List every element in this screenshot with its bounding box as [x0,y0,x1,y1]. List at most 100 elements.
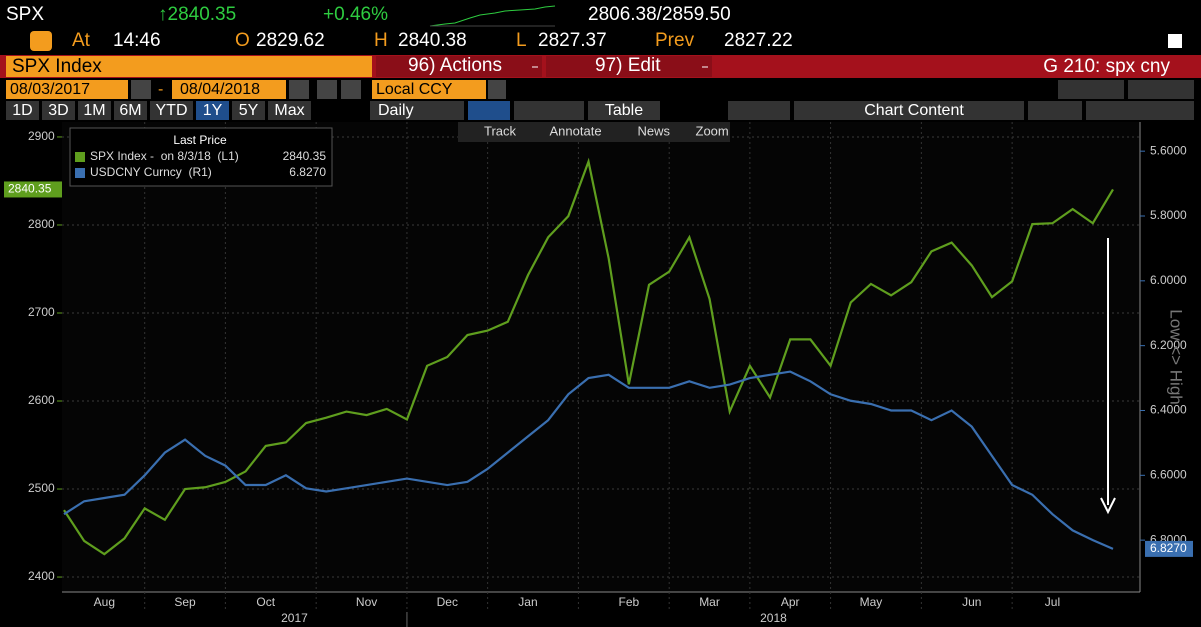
bar-type-button[interactable] [514,101,584,120]
currency-field[interactable] [372,80,486,99]
x-tick-label: Sep [174,595,196,609]
legend-swatch [75,168,85,178]
table: Table [605,102,643,119]
period-button[interactable] [6,101,39,120]
edit: 97) Edit [595,55,661,76]
period-button[interactable] [78,101,111,120]
export-icon[interactable] [1168,34,1182,48]
period-button[interactable] [232,101,265,120]
currency-dropdown[interactable] [488,80,506,99]
start-date: 08/03/2017 [10,81,90,98]
time-label: At [72,30,91,51]
y2-tick-label: 6.6000 [1150,467,1187,481]
y2-axis-label: Low <> High [1167,309,1186,404]
edit-chart-button[interactable] [1028,101,1082,120]
period-button[interactable] [268,101,311,120]
period-button[interactable] [114,101,147,120]
clock-icon [30,31,52,51]
collapse-button[interactable] [728,101,790,120]
end-date-field[interactable] [172,80,286,99]
period-button[interactable] [196,101,229,120]
x-tick-label: Mar [699,595,720,609]
settings-button[interactable] [1086,101,1194,120]
x-group-label: 2017 [281,611,308,625]
legend-value: 6.8270 [289,165,326,179]
chart-tool[interactable]: Annotate [550,123,602,138]
change: +0.46% [323,4,388,25]
prev-button[interactable] [317,80,337,99]
security-field[interactable] [6,56,372,77]
x-tick-label: May [860,595,883,609]
y2-tick-label: 5.8000 [1150,208,1187,222]
line-type-button[interactable] [468,101,510,120]
next-button[interactable] [341,80,361,99]
series-line [63,157,1114,556]
y-tick-label: 2600 [28,393,55,407]
y-tick-label: 2400 [28,569,55,583]
x-tick-label: Feb [619,595,640,609]
x-axis-band [62,592,1140,627]
ticker: SPX [6,4,44,25]
last-price: ↑2840.35 [158,4,236,25]
legend-value: 2840.35 [283,149,327,163]
security: SPX Index [12,56,102,77]
y2-tick-label: 6.4000 [1150,403,1187,417]
chart-tool[interactable]: News [638,123,671,138]
prev: 2827.22 [724,30,793,51]
period-button[interactable] [42,101,75,120]
period-label: 5Y [239,102,259,119]
last-value-box [4,181,62,198]
legend-box [69,127,333,187]
legend-label: USDCNY Curncy (R1) [90,165,212,179]
y-tick-label: 2500 [28,481,55,495]
redo-button[interactable] [1128,80,1194,99]
period-label: 1Y [203,102,223,119]
day-range: 2806.38/2859.50 [588,4,731,25]
x-tick-label: Jan [518,595,537,609]
high-label: H [374,30,388,51]
period-label: 6M [119,102,141,119]
chart-tool[interactable]: Zoom [696,123,729,138]
undo-button[interactable] [1058,80,1124,99]
chart-content-button[interactable] [794,101,1024,120]
x-tick-label: Nov [356,595,377,609]
y-tick-label: 2900 [28,129,55,143]
period-label: YTD [156,102,188,119]
y2-tick-label: 5.6000 [1150,143,1187,157]
actions-menu[interactable] [376,56,542,77]
low: 2827.37 [538,30,607,51]
low-label: L [516,30,527,51]
y2-tick-label: 6.0000 [1150,273,1187,287]
series-line [63,370,1114,550]
calendar-button[interactable] [131,80,151,99]
y-tick-label: 2700 [28,305,55,319]
frequency: Daily [378,102,414,119]
last-value-box [1145,540,1193,557]
x-tick-label: Aug [94,595,115,609]
legend-swatch [75,152,85,162]
period-button[interactable] [150,101,193,120]
function: G 210: spx cny [1043,56,1170,77]
x-tick-label: Oct [256,595,275,609]
period-label: 1M [83,102,105,119]
legend-title: Last Price [173,133,227,147]
x-tick-label: Jun [962,595,981,609]
period-label: 1D [12,102,32,119]
y2-tick-label: 6.2000 [1150,338,1187,352]
chart-tool[interactable]: Track [484,123,517,138]
table-button[interactable] [588,101,660,120]
period-label: 3D [48,102,68,119]
chart-content: Chart Content [864,102,964,119]
x-tick-label: Dec [437,595,458,609]
actions: 96) Actions [408,55,502,76]
edit-menu[interactable] [546,56,712,77]
date-separator: - [158,81,163,98]
last-value-label: 6.8270 [1150,541,1187,555]
frequency-menu[interactable] [370,101,464,120]
start-date-field[interactable] [6,80,128,99]
last-value-label: 2840.35 [8,182,52,196]
time: 14:46 [113,30,161,51]
calendar-button[interactable] [289,80,309,99]
x-tick-label: Apr [781,595,800,609]
